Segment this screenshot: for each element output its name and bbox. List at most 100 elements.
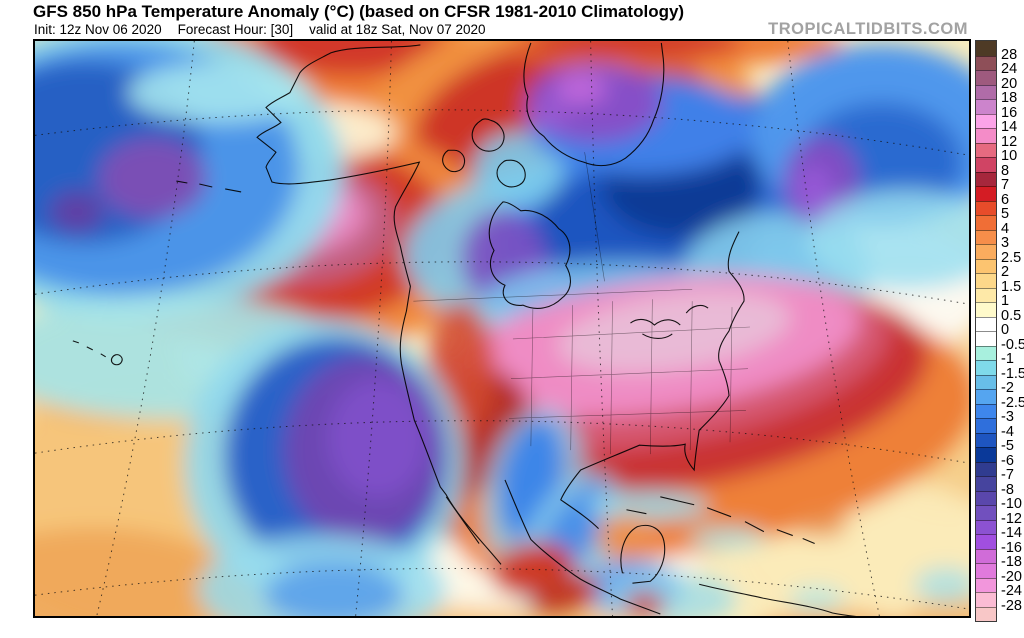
colorbar-label: -4 — [1001, 423, 1014, 440]
colorbar-label: 3 — [1001, 235, 1010, 251]
anomaly-region-carib-cyan3 — [914, 567, 969, 604]
anomaly-region-neatl-cyan — [806, 189, 969, 290]
colorbar-segment — [976, 273, 996, 288]
colorbar-label: 8 — [1001, 162, 1010, 179]
colorbar-label: -3 — [1001, 409, 1014, 425]
colorbar-label: -24 — [1001, 583, 1022, 599]
anomaly-region-greenland-magenta — [554, 73, 607, 104]
colorbar-segment — [976, 461, 996, 476]
colorbar-label: -2 — [1001, 380, 1014, 396]
colorbar-label: 12 — [1001, 133, 1018, 150]
anomaly-region-bl-blue — [264, 564, 404, 616]
forecast-hour: Forecast Hour: [30] — [177, 22, 294, 37]
colorbar-label: -0.5 — [1001, 336, 1024, 353]
colorbar-segment — [976, 592, 996, 607]
site-watermark: TROPICALTIDBITS.COM — [768, 20, 968, 38]
coastline-yucatan — [620, 524, 666, 584]
colorbar-label: 16 — [1001, 104, 1018, 121]
colorbar-label: -16 — [1001, 539, 1022, 556]
colorbar-segment — [976, 200, 996, 215]
colorbar-segment — [976, 302, 996, 317]
us-state-lines — [508, 299, 750, 455]
colorbar-label: 5 — [1001, 206, 1010, 222]
coastline-arctic-islands — [442, 118, 526, 188]
colorbar-label: 0.5 — [1001, 307, 1022, 324]
anomaly-color-field — [35, 41, 969, 616]
colorbar-segment — [976, 534, 996, 549]
colorbar-label: -5 — [1001, 438, 1014, 454]
coastline-greenland — [523, 42, 665, 167]
us-canada-border — [413, 152, 693, 302]
anomaly-region-us-palepink — [557, 291, 791, 373]
colorbar — [975, 40, 997, 622]
colorbar-segment — [976, 389, 996, 404]
coastline-aleutians — [176, 180, 242, 193]
colorbar-segment — [976, 186, 996, 201]
anomaly-region-guat-red — [624, 592, 665, 616]
init-time: Init: 12z Nov 06 2020 — [34, 22, 162, 37]
colorbar-segment — [976, 476, 996, 491]
colorbar-segment — [976, 157, 996, 172]
colorbar-label: -20 — [1001, 568, 1022, 585]
colorbar-segment — [976, 215, 996, 230]
colorbar-label: 18 — [1001, 90, 1018, 106]
colorbar-label: -2.5 — [1001, 394, 1024, 411]
colorbar-segment — [976, 360, 996, 375]
colorbar-label: -28 — [1001, 597, 1022, 614]
colorbar-segment — [976, 490, 996, 505]
colorbar-label: -8 — [1001, 481, 1014, 498]
colorbar-label: -12 — [1001, 510, 1022, 527]
colorbar-label: -18 — [1001, 554, 1022, 570]
colorbar-segment — [976, 505, 996, 520]
colorbar-label: -14 — [1001, 525, 1022, 541]
valid-time: valid at 18z Sat, Nov 07 2020 — [309, 22, 486, 37]
colorbar-label: 4 — [1001, 220, 1010, 237]
coastline-west-coast — [256, 44, 661, 615]
colorbar-label: -1 — [1001, 351, 1014, 367]
colorbar-segment — [976, 403, 996, 418]
model-run-info: Init: 12z Nov 06 2020 Forecast Hour: [30]… — [34, 22, 502, 37]
anomaly-region-yukon-cyan — [473, 132, 563, 208]
colorbar-segment — [976, 99, 996, 114]
colorbar-label: 2.5 — [1001, 249, 1022, 266]
anomaly-map — [33, 39, 971, 618]
colorbar-segment — [976, 345, 996, 360]
coastline-south-america — [699, 583, 857, 616]
colorbar-segment — [976, 55, 996, 70]
anomaly-region-nwpac-purple — [98, 138, 207, 218]
colorbar-segment — [976, 171, 996, 186]
anomaly-region-carib-cyan1 — [689, 526, 765, 549]
colorbar-segment — [976, 432, 996, 447]
colorbar-label: 1.5 — [1001, 278, 1022, 295]
anomaly-map-svg — [35, 41, 969, 616]
coastline-great-lakes — [630, 304, 709, 339]
anomaly-region-campeche-orange — [596, 514, 653, 555]
coastline-caribbean-islands — [626, 496, 815, 545]
colorbar-segment — [976, 374, 996, 389]
colorbar-segment — [976, 316, 996, 331]
political-borders — [413, 152, 750, 455]
colorbar-segment — [976, 229, 996, 244]
colorbar-label: 6 — [1001, 191, 1010, 208]
colorbar-segment — [976, 548, 996, 563]
colorbar-segment — [976, 258, 996, 273]
colorbar-label: 14 — [1001, 119, 1018, 135]
colorbar-segment — [976, 577, 996, 592]
anomaly-region-neatl-purple2 — [794, 165, 833, 215]
colorbar-label: -6 — [1001, 452, 1014, 469]
colorbar-segment — [976, 519, 996, 534]
colorbar-segment — [976, 287, 996, 302]
colorbar-segment — [976, 606, 996, 621]
anomaly-region-mex-red2 — [530, 573, 600, 616]
anomaly-region-top-arc-red — [257, 41, 441, 75]
colorbar-label: -10 — [1001, 496, 1022, 512]
colorbar-label: 10 — [1001, 148, 1018, 164]
colorbar-segment — [976, 331, 996, 346]
colorbar-segment — [976, 447, 996, 462]
anomaly-region-nwpac-cyan-arm — [127, 62, 311, 123]
anomaly-region-wc-purple2 — [327, 378, 428, 498]
coastline-hudson-bay — [488, 201, 572, 309]
colorbar-label: -1.5 — [1001, 365, 1024, 382]
anomaly-region-cuba-orange — [795, 513, 848, 538]
